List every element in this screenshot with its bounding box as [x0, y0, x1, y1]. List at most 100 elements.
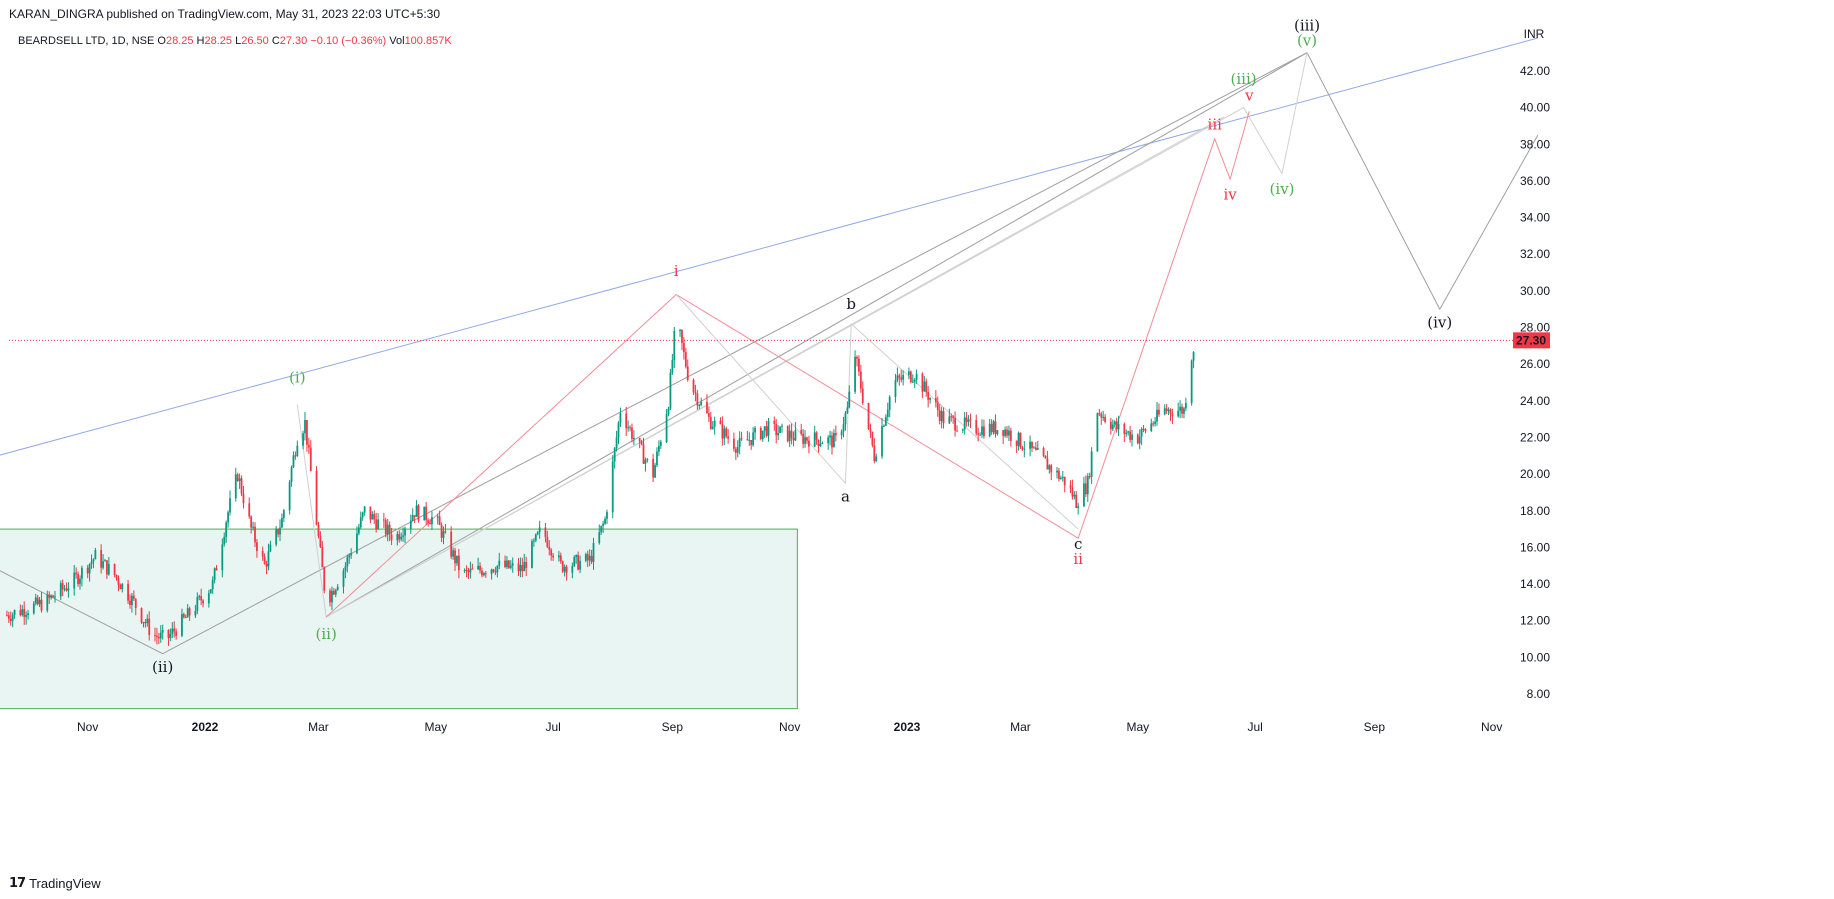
- candle-body: [788, 430, 791, 442]
- candle-body: [32, 603, 35, 614]
- candle-body: [981, 426, 983, 435]
- candle-body: [427, 520, 430, 523]
- candle-body: [1100, 413, 1103, 418]
- candle-body: [498, 560, 501, 566]
- candle-body: [471, 568, 474, 570]
- wave-label: (iii): [1231, 70, 1257, 88]
- y-tick-label: 24.00: [1520, 394, 1550, 408]
- candle-body: [346, 557, 349, 567]
- symbol-legend[interactable]: BEARDSELL LTD, 1D, NSE O28.25 H28.25 L26…: [18, 35, 452, 47]
- candle-body: [356, 533, 358, 554]
- candle-body: [1063, 476, 1066, 486]
- candle-body: [456, 555, 458, 564]
- candle-body: [844, 413, 847, 425]
- candle-body: [77, 574, 79, 584]
- gray-channel-line: [325, 52, 1308, 618]
- candle-body: [975, 420, 978, 434]
- y-tick-label: 28.00: [1520, 321, 1550, 335]
- candle-body: [734, 448, 737, 453]
- candle-body: [900, 377, 903, 380]
- candle-body: [467, 570, 470, 573]
- candle-body: [1142, 428, 1145, 430]
- candle-body: [156, 635, 158, 638]
- candle-body: [188, 608, 191, 616]
- candle-body: [871, 432, 874, 446]
- candle-body: [746, 439, 749, 441]
- candle-body: [829, 435, 831, 438]
- candle-body: [509, 565, 512, 568]
- axes-layer: INR 8.00 10.00 12.00 14.00 16.00 18.00 20.00 22.…: [77, 27, 1550, 734]
- candle-body: [148, 618, 151, 636]
- candle-body: [336, 586, 339, 590]
- candle-body: [750, 439, 753, 446]
- candle-body: [1031, 441, 1033, 448]
- y-tick-label: 16.00: [1520, 540, 1550, 554]
- candle-body: [858, 358, 860, 372]
- candle-body: [484, 573, 487, 575]
- candle-body: [317, 524, 320, 537]
- candle-body: [706, 401, 708, 414]
- candle-body: [309, 447, 312, 472]
- candle-body: [536, 532, 539, 535]
- candle-body: [1171, 413, 1174, 417]
- brand-name: TradingView: [29, 876, 101, 891]
- wave-label: ii: [1073, 550, 1083, 568]
- candle-body: [667, 408, 670, 414]
- candle-body: [50, 595, 53, 598]
- y-tick-label: 30.00: [1520, 284, 1550, 298]
- wave-label: (i): [289, 369, 306, 387]
- wave-label: (iv): [1270, 180, 1295, 198]
- candle-body: [240, 478, 243, 494]
- candle-body: [748, 439, 751, 441]
- candle-body: [561, 561, 564, 572]
- candle-body: [517, 563, 520, 572]
- candle-body: [640, 441, 643, 445]
- candle-body: [1117, 423, 1120, 430]
- candle-body: [302, 433, 304, 446]
- x-tick-label: Nov: [779, 720, 800, 734]
- candle-body: [1086, 476, 1089, 495]
- candle-body: [767, 420, 770, 436]
- candle-body: [38, 599, 41, 605]
- candle-body: [588, 555, 591, 561]
- candle-body: [223, 536, 226, 545]
- tradingview-brand[interactable]: 17 TradingView: [9, 876, 101, 891]
- candle-body: [319, 536, 322, 547]
- candle-body: [256, 542, 258, 551]
- candle-body: [631, 427, 633, 439]
- candle-body: [161, 629, 164, 633]
- candle-body: [229, 498, 231, 513]
- wave-labels-layer: (ii)(i)(ii)ibaciiiiiivv(iii)(iv)(v)(iii)…: [152, 17, 1452, 676]
- volume-key: Vol: [389, 35, 405, 47]
- candle-body: [777, 432, 780, 436]
- candle-body: [450, 531, 453, 557]
- candle-body: [1050, 465, 1053, 473]
- candle-body: [806, 437, 808, 441]
- candle-body: [236, 474, 239, 481]
- candle-body: [173, 628, 176, 632]
- wave-label: (iii): [1294, 17, 1320, 35]
- candle-body: [1033, 447, 1035, 449]
- symbol-name: BEARDSELL LTD, 1D, NSE: [18, 35, 155, 47]
- candle-body: [106, 560, 108, 575]
- candle-body: [821, 443, 824, 445]
- candle-body: [979, 434, 981, 436]
- candle-body: [1046, 458, 1049, 470]
- ohlc-key: O: [157, 35, 166, 47]
- wave-label: v: [1244, 86, 1254, 104]
- candle-body: [619, 413, 622, 423]
- y-tick-label: 32.00: [1520, 247, 1550, 261]
- candle-body: [813, 432, 816, 447]
- candle-body: [773, 420, 776, 424]
- candle-body: [792, 438, 795, 441]
- y-tick-label: 22.00: [1520, 430, 1550, 444]
- candle-body: [765, 426, 768, 436]
- candle-body: [209, 589, 212, 594]
- candle-body: [1021, 447, 1024, 450]
- candle-body: [532, 540, 535, 542]
- candle-body: [334, 589, 337, 595]
- currency-label: INR: [1524, 27, 1545, 41]
- candle-body: [40, 599, 43, 611]
- candle-body: [1059, 477, 1062, 480]
